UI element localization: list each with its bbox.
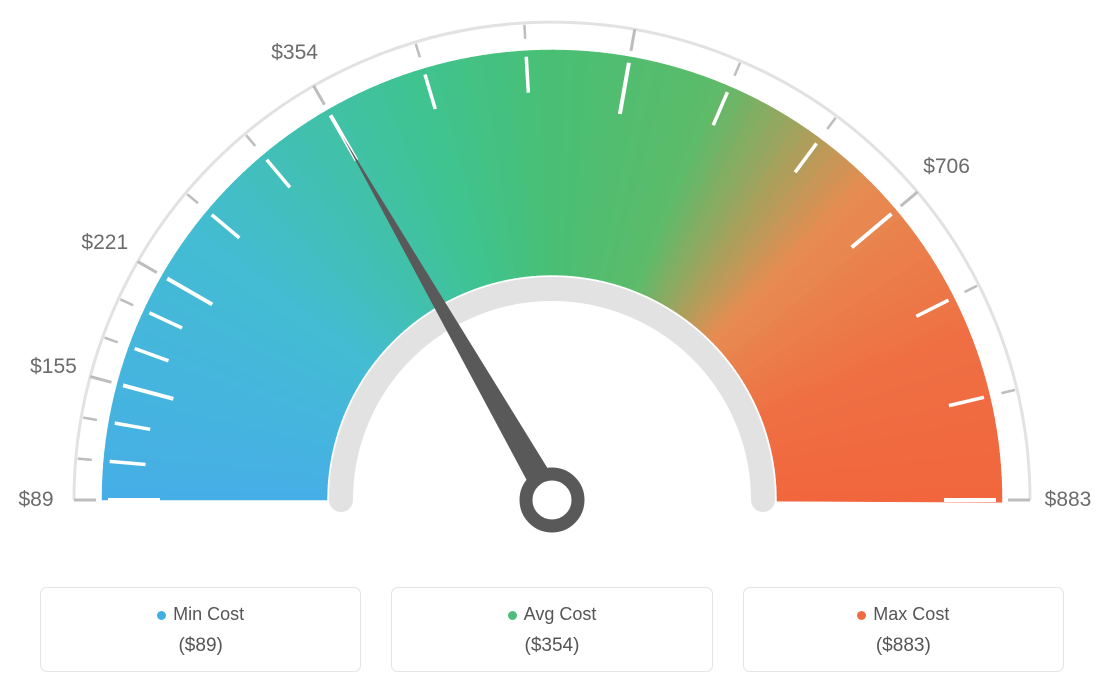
legend-value-max: ($883) [754,635,1053,657]
legend-title-max: Max Cost [754,604,1053,625]
legend-row: Min Cost ($89) Avg Cost ($354) Max Cost … [40,587,1064,672]
tick-label: $883 [1045,488,1092,512]
gauge-svg [0,0,1104,560]
legend-dot-avg [508,611,517,620]
tick-label: $155 [30,355,77,379]
cost-gauge-container: $89 $155 $221 $354 $530 $706 $883 Min Cost ($8… [0,0,1104,690]
tick-label: $89 [18,488,53,512]
legend-card-min: Min Cost ($89) [40,587,361,672]
legend-value-min: ($89) [51,635,350,657]
legend-dot-max [857,611,866,620]
tick-label: $706 [923,155,970,179]
legend-title-min-text: Min Cost [173,604,244,624]
tick-label: $221 [81,231,128,255]
legend-card-max: Max Cost ($883) [743,587,1064,672]
legend-title-min: Min Cost [51,604,350,625]
legend-dot-min [157,611,166,620]
tick-label: $354 [271,41,318,65]
legend-title-avg-text: Avg Cost [524,604,597,624]
legend-title-avg: Avg Cost [402,604,701,625]
legend-title-max-text: Max Cost [873,604,949,624]
legend-value-avg: ($354) [402,635,701,657]
legend-card-avg: Avg Cost ($354) [391,587,712,672]
tick-label: $530 [618,0,665,4]
gauge-area: $89 $155 $221 $354 $530 $706 $883 [0,0,1104,560]
